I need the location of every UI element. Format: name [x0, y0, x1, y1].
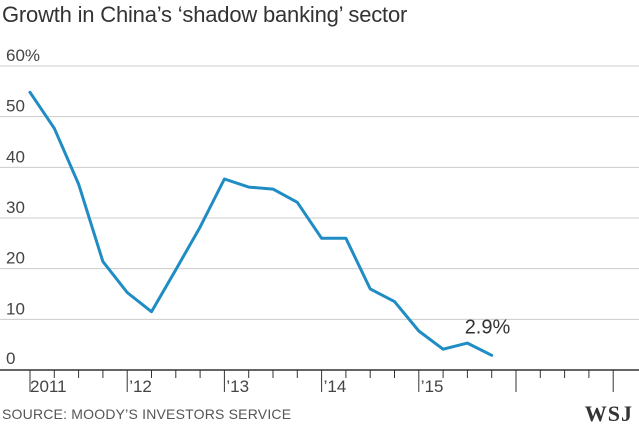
data-point	[393, 300, 396, 303]
x-tick-label: ’12	[129, 377, 152, 396]
data-point	[77, 182, 80, 186]
data-point	[466, 341, 469, 345]
series-line	[28, 90, 494, 357]
x-tick-label: ’13	[226, 377, 249, 396]
data-point	[101, 260, 105, 263]
y-axis-ticks: 0 10 20 30 40 50 60%	[6, 46, 40, 368]
data-point	[296, 201, 299, 204]
x-tick-label: ’14	[324, 377, 347, 396]
y-tick-label: 50	[6, 97, 25, 116]
data-point	[174, 268, 177, 271]
data-point	[490, 354, 493, 357]
data-point	[320, 237, 323, 240]
gridlines	[0, 65, 639, 320]
source-note: SOURCE: MOODY’S INVESTORS SERVICE	[2, 406, 292, 422]
data-point	[28, 91, 32, 94]
x-tick-label: 2011	[30, 377, 67, 396]
data-point	[441, 348, 445, 351]
data-point	[150, 310, 153, 313]
data-point	[247, 185, 250, 189]
data-point	[417, 329, 420, 333]
series-layer	[28, 90, 494, 357]
chart-title: Growth in China’s ‘shadow banking’ secto…	[2, 2, 408, 27]
data-point	[223, 177, 226, 181]
x-axis: 2011 ’12 ’13 ’14 ’15	[0, 369, 639, 396]
data-point	[126, 291, 129, 294]
wsj-logo: WSJ	[584, 401, 633, 426]
y-tick-label: 40	[6, 147, 25, 166]
y-tick-label: 0	[6, 349, 15, 368]
y-tick-label: 30	[6, 198, 25, 217]
data-point	[53, 127, 56, 130]
data-point	[198, 225, 202, 229]
y-tick-label: 20	[6, 249, 25, 268]
data-point	[271, 187, 275, 191]
annotation-layer: 2.9%	[465, 316, 511, 338]
data-point	[344, 237, 348, 240]
x-tick-label: ’15	[421, 377, 444, 396]
data-point	[369, 287, 372, 291]
y-tick-label: 10	[6, 299, 25, 318]
last-value-label: 2.9%	[465, 316, 511, 338]
y-tick-label: 60%	[6, 46, 40, 65]
